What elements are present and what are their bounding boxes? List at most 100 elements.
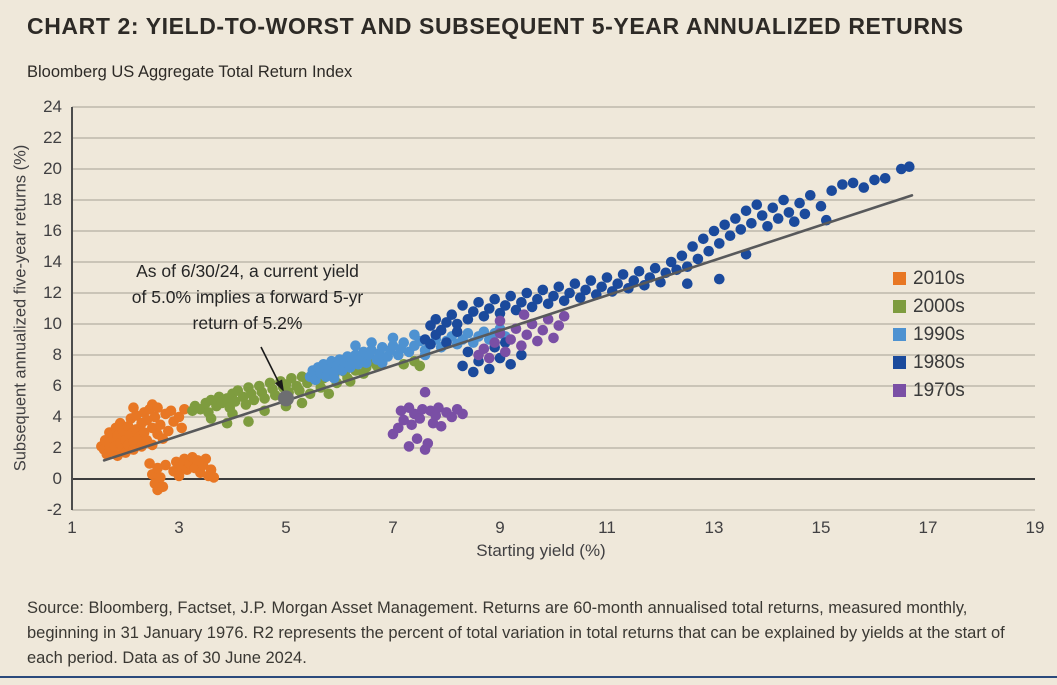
- data-point-1980s: [435, 324, 447, 336]
- data-point-1970s: [457, 408, 468, 420]
- data-point-1980s: [575, 292, 586, 304]
- data-point-1980s: [687, 241, 698, 252]
- data-point-2000s: [248, 394, 260, 406]
- data-point-1980s: [633, 266, 645, 277]
- data-point-1970s: [411, 433, 423, 445]
- data-point-1980s: [708, 225, 720, 237]
- y-tick-label: 2: [52, 438, 62, 457]
- data-point-2010s: [152, 402, 163, 414]
- data-point-2000s: [243, 416, 254, 427]
- data-point-1970s: [548, 332, 559, 344]
- annotation-point: [278, 390, 294, 407]
- legend-label: 2000s: [913, 296, 965, 317]
- data-point-1980s: [441, 337, 452, 348]
- chart-subtitle: Bloomberg US Aggregate Total Return Inde…: [27, 63, 353, 81]
- data-point-1980s: [751, 199, 763, 210]
- legend-swatch-icon: [893, 328, 906, 341]
- source-note: Source: Bloomberg, Factset, J.P. Morgan …: [27, 599, 1005, 667]
- y-tick-label: -2: [46, 500, 62, 519]
- data-point-1970s: [417, 404, 428, 415]
- data-point-1980s: [858, 182, 870, 193]
- data-point-1980s: [714, 238, 725, 249]
- page-title: CHART 2: YIELD-TO-WORST AND SUBSEQUENT 5…: [27, 13, 964, 39]
- data-point-2010s: [179, 404, 190, 415]
- data-point-1970s: [494, 315, 506, 327]
- data-point-2000s: [286, 373, 297, 384]
- data-point-1980s: [500, 300, 511, 311]
- data-point-1970s: [500, 346, 511, 358]
- annotation-line-3: return of 5.2%: [192, 313, 303, 333]
- data-point-1980s: [516, 349, 527, 361]
- data-point-1970s: [521, 329, 533, 341]
- data-point-1980s: [425, 338, 436, 350]
- data-point-1990s: [366, 345, 377, 356]
- data-point-1970s: [478, 343, 490, 355]
- data-point-1980s: [612, 278, 623, 290]
- annotation-line-1: As of 6/30/24, a current yield: [136, 261, 359, 281]
- data-point-1980s: [542, 298, 554, 310]
- data-point-1980s: [451, 318, 463, 330]
- data-point-1970s: [395, 405, 407, 417]
- annotation-arrow: [260, 346, 280, 384]
- data-point-1970s: [422, 438, 434, 449]
- data-point-1980s: [756, 210, 768, 221]
- data-point-1980s: [537, 284, 549, 296]
- data-point-2000s: [294, 385, 305, 396]
- data-point-1990s: [387, 332, 399, 344]
- y-tick-label: 4: [52, 407, 62, 426]
- legend-label: 1990s: [913, 324, 965, 345]
- data-point-1980s: [553, 281, 565, 293]
- data-point-1970s: [553, 320, 565, 331]
- legend-item-1990s: 1990s: [893, 325, 965, 344]
- data-point-1990s: [398, 337, 410, 348]
- data-point-1980s: [569, 278, 581, 290]
- data-point-1980s: [580, 284, 591, 296]
- data-point-1980s: [521, 287, 533, 299]
- data-point-2000s: [270, 390, 281, 401]
- data-point-1980s: [585, 275, 597, 286]
- legend-item-1980s: 1980s: [893, 353, 965, 372]
- data-point-2000s: [414, 360, 426, 372]
- data-point-1990s: [387, 340, 399, 352]
- legend-swatch-icon: [893, 272, 906, 285]
- data-point-1980s: [457, 300, 468, 311]
- data-point-1970s: [414, 413, 426, 424]
- data-point-1980s: [457, 360, 468, 372]
- data-point-1970s: [419, 386, 431, 398]
- data-point-1980s: [799, 208, 811, 220]
- data-point-1980s: [489, 293, 501, 305]
- legend-label: 1980s: [913, 352, 965, 373]
- data-point-1990s: [350, 340, 361, 352]
- data-point-1980s: [724, 230, 736, 241]
- data-point-1980s: [548, 290, 559, 302]
- data-point-1980s: [805, 190, 816, 201]
- data-point-1980s: [879, 173, 891, 184]
- y-tick-label: 16: [43, 221, 62, 240]
- y-tick-label: 22: [43, 128, 62, 147]
- x-axis-title: Starting yield (%): [476, 541, 606, 560]
- y-tick-label: 18: [43, 190, 62, 209]
- y-tick-label: 14: [43, 252, 62, 271]
- data-point-1980s: [730, 213, 741, 224]
- data-point-1980s: [628, 275, 640, 286]
- x-tick-label: 11: [598, 518, 616, 537]
- data-point-1970s: [393, 422, 404, 434]
- data-point-1980s: [649, 262, 661, 274]
- data-point-2010s: [130, 410, 142, 421]
- data-point-1970s: [435, 421, 447, 432]
- data-point-1980s: [617, 269, 629, 280]
- data-point-2000s: [240, 399, 252, 410]
- data-point-1980s: [740, 205, 752, 217]
- legend-label: 1970s: [913, 380, 965, 401]
- x-tick-label: 1: [67, 518, 77, 537]
- data-point-1980s: [778, 194, 789, 206]
- data-point-2010s: [165, 405, 177, 417]
- data-point-1980s: [462, 346, 474, 358]
- data-point-2010s: [155, 419, 166, 431]
- data-point-1980s: [698, 233, 709, 245]
- legend-label: 2010s: [913, 268, 965, 289]
- data-point-2010s: [176, 422, 187, 434]
- data-point-1980s: [446, 309, 458, 321]
- data-point-1970s: [505, 334, 516, 345]
- data-point-1970s: [484, 352, 495, 364]
